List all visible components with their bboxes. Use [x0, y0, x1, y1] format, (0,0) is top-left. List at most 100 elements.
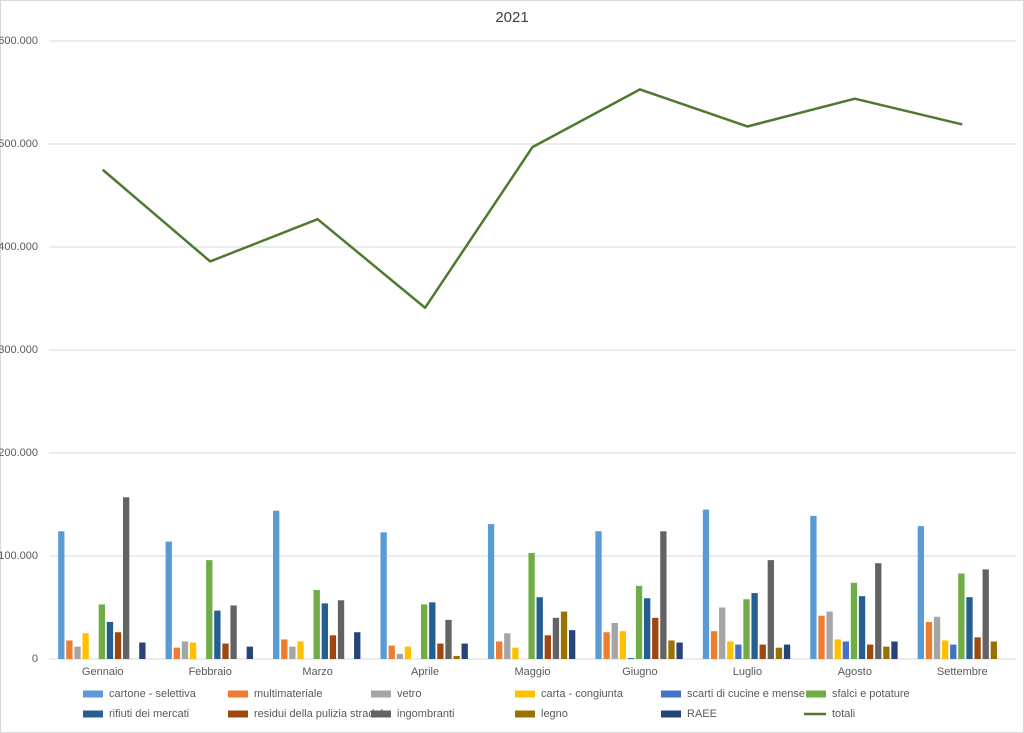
bar [114, 632, 122, 659]
line-series [101, 88, 963, 310]
bar [461, 643, 468, 659]
bar [834, 639, 841, 659]
bar [421, 604, 428, 659]
bar [289, 646, 296, 659]
bar [504, 633, 511, 659]
x-tick-label: Marzo [302, 666, 333, 678]
legend-swatch [83, 690, 103, 698]
bar [321, 603, 328, 659]
bar [966, 597, 973, 659]
y-tick-label: 200.000 [0, 447, 38, 459]
legend-swatch [83, 710, 103, 718]
legend-label: cartone - selettiva [109, 688, 197, 700]
x-tick-label: Maggio [514, 666, 550, 678]
legend-swatch [661, 690, 681, 698]
bar [173, 647, 181, 659]
bar [950, 644, 957, 659]
legend-swatch [371, 690, 391, 698]
bar [719, 607, 726, 659]
legend-label: legno [541, 708, 568, 720]
bar [354, 632, 361, 659]
y-tick-label: 100.000 [0, 550, 38, 562]
y-tick-label: 600.000 [0, 35, 38, 47]
bar [875, 563, 882, 659]
bar [668, 640, 675, 659]
bar [380, 532, 387, 659]
bar [396, 653, 404, 659]
bar [281, 639, 288, 659]
bar [735, 644, 742, 659]
bar [643, 598, 651, 659]
bar [297, 641, 304, 659]
bar [974, 637, 981, 659]
bar [676, 642, 683, 659]
bar [66, 640, 73, 659]
bar [230, 605, 237, 659]
bar [702, 509, 710, 659]
bar [652, 617, 659, 659]
x-tick-label: Giugno [622, 666, 657, 678]
bar [891, 641, 898, 659]
bar [58, 531, 65, 659]
legend-label: scarti di cucine e mense [687, 688, 805, 700]
bar [767, 560, 774, 659]
bar [660, 531, 667, 659]
legend-swatch [661, 710, 681, 718]
x-tick-label: Settembre [937, 666, 988, 678]
bar [544, 635, 551, 659]
legend-label: residui della pulizia stradale [254, 708, 389, 720]
bar [487, 524, 495, 659]
legend-label: RAEE [687, 708, 717, 720]
bar [246, 646, 253, 659]
legend-label: carta - congiunta [541, 688, 624, 700]
x-tick-label: Febbraio [188, 666, 231, 678]
bar [206, 560, 213, 659]
chart-title: 2021 [495, 9, 528, 26]
bar [958, 573, 965, 659]
x-tick-label: Luglio [733, 666, 762, 678]
bar [627, 657, 635, 659]
bar [883, 646, 890, 659]
y-tick-label: 300.000 [0, 344, 38, 356]
bar [536, 597, 543, 659]
bar [222, 643, 229, 659]
bar [743, 599, 750, 659]
bar [850, 582, 858, 659]
bar [313, 589, 320, 659]
bar [74, 646, 81, 659]
bar [710, 631, 718, 659]
bar [560, 611, 568, 659]
bar [453, 655, 460, 659]
bar [273, 510, 280, 659]
bar [329, 635, 337, 659]
bar [552, 617, 560, 659]
bar [445, 619, 452, 659]
bar [933, 616, 941, 659]
bar [106, 621, 114, 659]
legend-swatch [515, 710, 535, 718]
legend-label: totali [832, 708, 855, 720]
bar [925, 621, 933, 659]
bar [866, 644, 874, 659]
bar [982, 569, 989, 659]
bar [751, 593, 758, 659]
bar [388, 645, 395, 659]
bar [603, 632, 610, 659]
bar [429, 602, 436, 659]
bar [165, 541, 172, 659]
legend-label: ingombranti [397, 708, 454, 720]
bar [917, 526, 925, 659]
bar [181, 641, 189, 659]
bar [619, 631, 627, 659]
bar [139, 642, 146, 659]
bar [512, 647, 519, 659]
y-tick-label: 400.000 [0, 241, 38, 253]
bar [98, 604, 105, 659]
legend-swatch [515, 690, 535, 698]
bar [122, 497, 130, 659]
bar [496, 641, 503, 659]
bar [990, 641, 997, 659]
y-tick-label: 500.000 [0, 138, 38, 150]
